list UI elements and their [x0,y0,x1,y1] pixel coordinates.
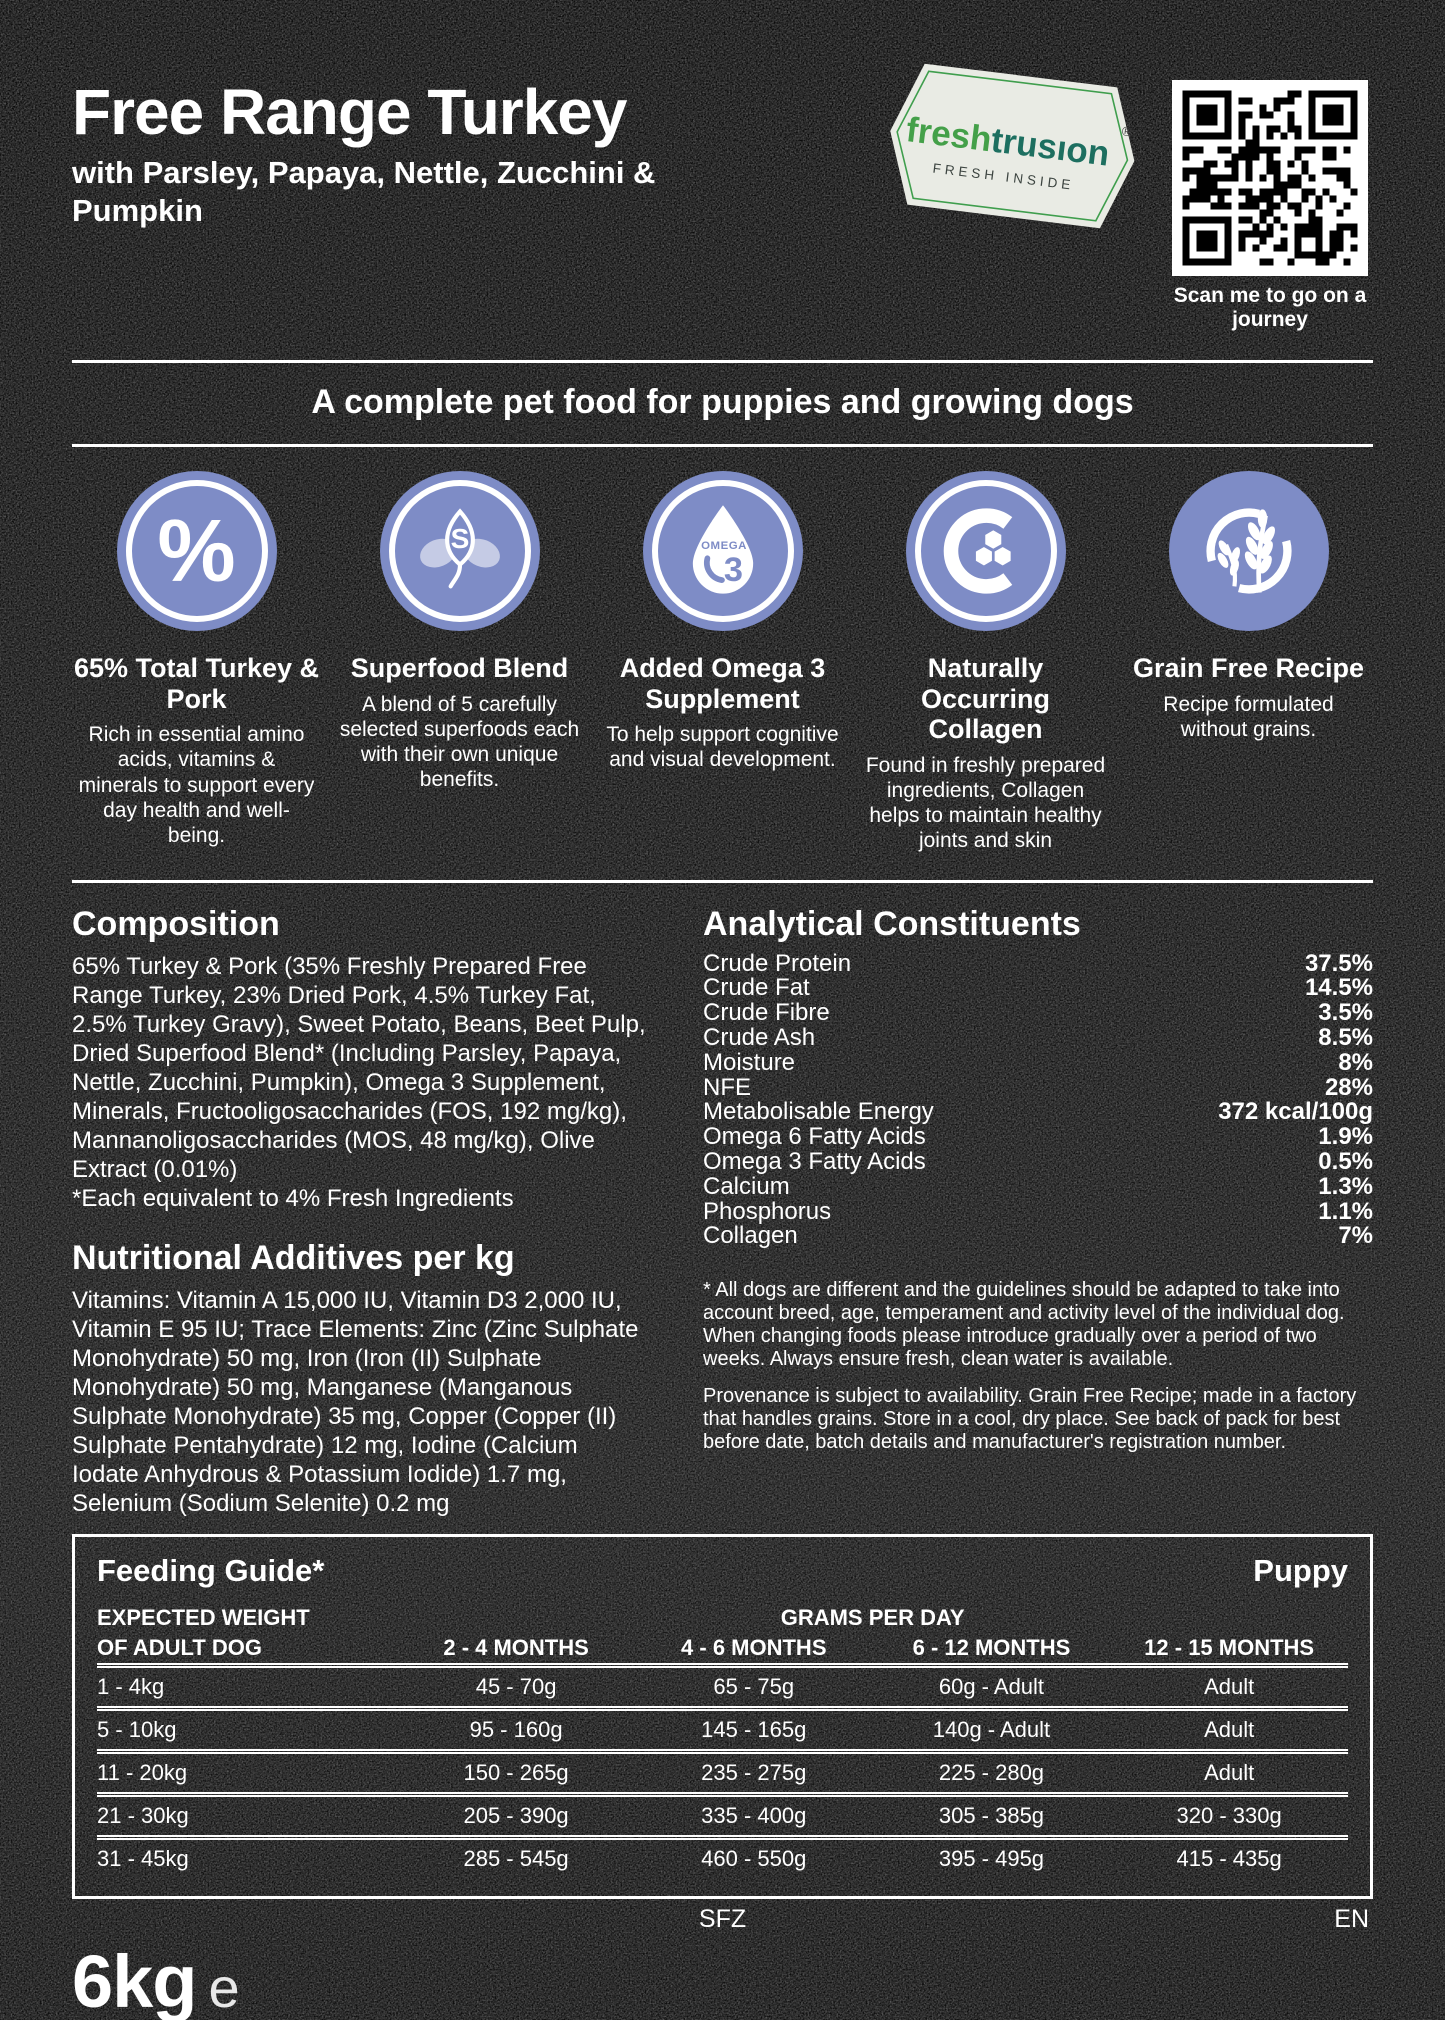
svg-text:S: S [450,523,469,554]
feature-omega3: OMEGA 3 Added Omega 3 Supplement To help… [598,471,847,853]
table-row: Moisture 8% [703,1048,1373,1076]
column-header: 4 - 6 MONTHS [681,1634,827,1660]
feature-collagen: Naturally Occurring Collagen Found in fr… [861,471,1110,853]
footer-codes: SFZ EN [72,1905,1373,1939]
additives-body: Vitamins: Vitamin A 15,000 IU, Vitamin D… [72,1286,639,1517]
note-provenance: Provenance is subject to availability. G… [703,1385,1357,1454]
feature-description: A blend of 5 carefully selected superfoo… [339,692,580,792]
feature-title: Superfood Blend [350,653,569,684]
composition-body: 65% Turkey & Pork (35% Freshly Prepared … [72,952,646,1183]
table-row: NFE 28% [703,1073,1373,1101]
feeding-guide-title: Feeding Guide* [97,1552,325,1588]
table-row: Crude Fat 14.5% [703,974,1373,1002]
analytical-heading: Analytical Constituents [703,904,1081,943]
feature-description: Recipe formulated without grains. [1163,692,1334,741]
banner-text: A complete pet food for puppies and grow… [311,383,1134,422]
column-header: 12 - 15 MONTHS [1144,1634,1315,1660]
analytical-table: Crude Protein 37.5% Crude Fat 14.5% Crude … [703,949,1373,1250]
table-row: Phosphorus 1.1% [703,1197,1373,1225]
table-row: Crude Protein 37.5% [703,949,1373,977]
code-sfz: SFZ [698,1904,747,1933]
table-row: Calcium 1.3% [703,1172,1373,1200]
feature-description: To help support cognitive and visual dev… [606,723,839,772]
omega3-drop-icon: OMEGA 3 [642,471,803,632]
table-row: 5 - 10kg 95 - 160g 145 - 165g 140g - Adul… [97,1705,1348,1749]
grams-per-day-header: GRAMS PER DAY [780,1604,965,1630]
svg-text:3: 3 [723,551,742,589]
months-header-row: 2 - 4 MONTHS 4 - 6 MONTHS 6 - 12 MONTHS … [397,1633,1348,1663]
grain-free-icon [1168,471,1329,632]
freshtrusion-logo: freshtrusıon ® FRESH INSIDE [890,63,1135,229]
feature-title: Naturally Occurring Collagen [920,653,1051,745]
pack-weight: 6kg e [72,1939,1373,2020]
table-row: Omega 3 Fatty Acids 0.5% [703,1147,1373,1175]
feature-row: % 65% Total Turkey & Pork Rich in essent… [72,471,1373,853]
estimated-sign: e [208,1955,240,2019]
feature-total-meat: % 65% Total Turkey & Pork Rich in essent… [72,471,321,853]
additives-heading: Nutritional Additives per kg [72,1238,515,1277]
composition-heading: Composition [72,904,280,943]
feature-superfood: S Superfood Blend A blend of 5 carefully… [335,471,584,853]
superfood-leaf-icon: S [379,471,540,632]
collagen-icon [905,471,1066,632]
analytical-column: Analytical Constituents Crude Protein 37.… [703,905,1373,1518]
feature-title: Grain Free Recipe [1132,653,1365,684]
svg-text:OMEGA: OMEGA [701,540,747,552]
table-row: Crude Ash 8.5% [703,1023,1373,1051]
table-row: Omega 6 Fatty Acids 1.9% [703,1123,1373,1151]
feature-title: 65% Total Turkey & Pork [73,653,320,714]
column-header: 6 - 12 MONTHS [912,1634,1071,1660]
title-block: Free Range Turkey with Parsley, Papaya, … [72,62,883,230]
table-row: Collagen 7% [703,1222,1373,1250]
note-guidelines: * All dogs are different and the guideli… [703,1279,1345,1371]
composition-column: Composition 65% Turkey & Pork (35% Fresh… [72,905,647,1518]
table-row: Crude Fibre 3.5% [703,999,1373,1027]
feeding-guide-header: EXPECTED WEIGHT OF ADULT DOG GRAMS PER D… [97,1603,1348,1663]
product-subtitle: with Parsley, Papaya, Nettle, Zucchini &… [72,155,656,228]
feeding-guide-titlerow: Feeding Guide* Puppy [97,1553,1348,1589]
feature-title: Added Omega 3 Supplement [619,653,826,714]
table-row: 21 - 30kg 205 - 390g 335 - 400g 305 - 385… [97,1791,1348,1835]
product-title: Free Range Turkey [72,76,627,148]
feature-description: Found in freshly prepared ingredients, C… [865,753,1106,853]
header: Free Range Turkey with Parsley, Papaya, … [72,62,1373,332]
table-row: Metabolisable Energy 372 kcal/100g [703,1098,1373,1126]
guideline-notes: * All dogs are different and the guideli… [703,1279,1373,1454]
pack-weight-value: 6kg [72,1939,198,2020]
divider-line [72,444,1373,448]
percent-icon: % [116,471,277,632]
registered-mark: ® [1121,123,1133,139]
table-row: 31 - 45kg 285 - 545g 460 - 550g 395 - 495… [97,1834,1348,1878]
life-stage-badge: Puppy [1253,1552,1348,1588]
weight-column-header: EXPECTED WEIGHT OF ADULT DOG [97,1604,310,1660]
column-header: 2 - 4 MONTHS [443,1634,589,1660]
table-row: 1 - 4kg 45 - 70g 65 - 75g 60g - Adult Adul… [97,1662,1348,1706]
composition-footnote: *Each equivalent to 4% Fresh Ingredients [72,1184,514,1212]
qr-caption: Scan me to go on a journey [1173,284,1367,332]
info-columns: Composition 65% Turkey & Pork (35% Fresh… [72,905,1373,1518]
qr-code [1172,80,1368,276]
freshtrusion-badge: freshtrusıon ® FRESH INSIDE [874,55,1149,242]
feature-description: Rich in essential amino acids, vitamins … [78,723,315,848]
code-en: EN [1334,1904,1369,1933]
feature-grain-free: Grain Free Recipe Recipe formulated with… [1124,471,1373,853]
divider-line [72,879,1373,883]
feeding-guide-box: Feeding Guide* Puppy EXPECTED WEIGHT OF … [72,1533,1373,1899]
table-row: 11 - 20kg 150 - 265g 235 - 275g 225 - 280… [97,1748,1348,1792]
qr-block: Scan me to go on a journey [1167,80,1373,332]
